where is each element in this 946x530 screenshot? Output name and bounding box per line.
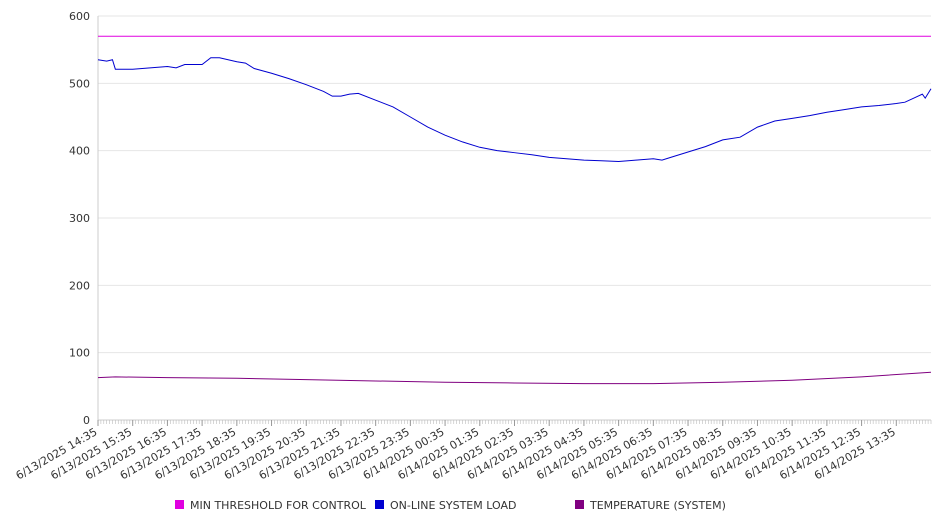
gridlines — [98, 15, 931, 354]
y-tick-label: 200 — [69, 279, 90, 292]
y-axis: 0 100 200 300 400 500 600 — [69, 10, 99, 427]
legend-label: MIN THRESHOLD FOR CONTROL — [190, 499, 367, 512]
series-lines — [97, 35, 932, 385]
y-tick-label: 500 — [69, 77, 90, 90]
legend-label: ON-LINE SYSTEM LOAD — [390, 499, 516, 512]
y-tick-label: 300 — [69, 212, 90, 225]
legend-swatch — [575, 500, 584, 509]
y-tick-label: 400 — [69, 145, 90, 158]
legend: MIN THRESHOLD FOR CONTROL ON-LINE SYSTEM … — [175, 499, 726, 512]
legend-swatch — [175, 500, 184, 509]
y-tick-label: 0 — [83, 414, 90, 427]
y-tick-label: 100 — [69, 347, 90, 360]
legend-swatch — [375, 500, 384, 509]
legend-label: TEMPERATURE (SYSTEM) — [589, 499, 726, 512]
y-tick-label: 600 — [69, 10, 90, 23]
x-axis: 6/13/2025 14:356/13/2025 15:356/13/2025 … — [14, 419, 932, 482]
series-line-on-line-system-load — [97, 57, 932, 162]
series-line-temperature-system — [97, 371, 932, 385]
